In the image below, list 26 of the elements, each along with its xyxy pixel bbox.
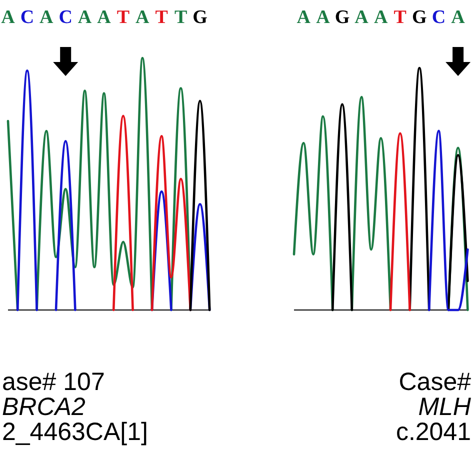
text: BRCA2 xyxy=(2,393,86,421)
x-tick-label: G xyxy=(334,7,350,28)
x-tick-label: G xyxy=(192,7,208,28)
x-tick-label: C xyxy=(432,7,446,28)
text: 2_4463CA[1] xyxy=(2,418,148,446)
x-tick-label: A xyxy=(374,7,388,28)
x-tick-label: A xyxy=(136,7,150,28)
x-tick-label: A xyxy=(78,7,92,28)
x-tick-label: T xyxy=(116,7,130,28)
x-tick-label: T xyxy=(155,7,168,28)
text: MLH xyxy=(418,393,472,421)
x-tick-label: A xyxy=(1,7,16,28)
x-tick-label: T xyxy=(394,7,407,28)
x-tick-label: A xyxy=(40,7,54,28)
x-tick-label: C xyxy=(20,7,34,28)
x-tick-label: A xyxy=(97,7,112,28)
x-tick-label: A xyxy=(316,7,330,28)
text: Case# xyxy=(398,368,472,396)
x-tick-label: G xyxy=(412,7,428,28)
x-tick-label: A xyxy=(354,7,369,28)
x-tick-label: A xyxy=(451,7,466,28)
text: ase# 107 xyxy=(2,368,105,396)
x-tick-label: T xyxy=(174,7,188,28)
x-tick-label: C xyxy=(58,7,72,28)
x-tick-label: A xyxy=(296,7,311,28)
text: c.2041 xyxy=(396,418,471,446)
